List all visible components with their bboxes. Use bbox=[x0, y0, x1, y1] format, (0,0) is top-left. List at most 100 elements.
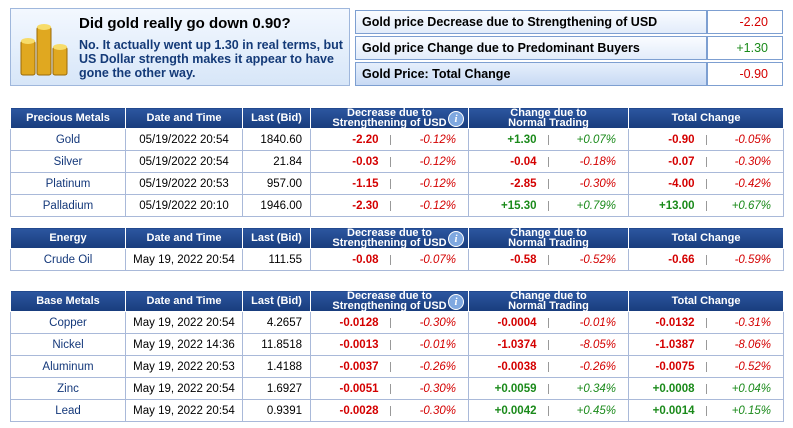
last-bid: 957.00 bbox=[242, 172, 311, 195]
summary-value: -0.90 bbox=[707, 62, 783, 86]
data-row: Nickel May 19, 2022 14:36 11.8518 -0.0013 -0… bbox=[10, 333, 785, 356]
change-value: -0.0051 bbox=[310, 377, 391, 400]
header-row: Base Metals Date and Time Last (Bid) Decrea… bbox=[10, 290, 785, 312]
header-line: Decrease due to bbox=[347, 227, 432, 239]
change-percent: +0.34% bbox=[548, 377, 629, 400]
commodity-name[interactable]: Nickel bbox=[10, 333, 126, 356]
quote-table: Base Metals Date and Time Last (Bid) Decrea… bbox=[10, 290, 785, 422]
column-header: Change due to Normal Trading bbox=[468, 227, 629, 249]
change-percent: -0.30% bbox=[390, 399, 469, 422]
summary-row: Gold Price: Total Change -0.90 bbox=[355, 62, 783, 86]
info-icon[interactable]: i bbox=[448, 111, 464, 127]
commodity-name[interactable]: Crude Oil bbox=[10, 248, 126, 271]
last-bid: 21.84 bbox=[242, 150, 311, 173]
change-percent: +0.04% bbox=[706, 377, 785, 400]
data-row: Platinum 05/19/2022 20:53 957.00 -1.15 -0.12… bbox=[10, 172, 785, 195]
change-percent: -0.26% bbox=[390, 355, 469, 378]
change-value: -1.15 bbox=[310, 172, 391, 195]
change-value: -4.00 bbox=[628, 172, 707, 195]
date-time: 05/19/2022 20:54 bbox=[125, 150, 243, 173]
data-row: Crude Oil May 19, 2022 20:54 111.55 -0.08 -0… bbox=[10, 248, 785, 271]
commodity-name[interactable]: Palladium bbox=[10, 194, 126, 217]
commodity-name[interactable]: Gold bbox=[10, 128, 126, 151]
change-value: -0.07 bbox=[628, 150, 707, 173]
change-percent: -8.05% bbox=[548, 333, 629, 356]
header-line: Decrease due to bbox=[347, 290, 432, 302]
change-percent: -0.12% bbox=[390, 172, 469, 195]
date-time: 05/19/2022 20:53 bbox=[125, 172, 243, 195]
change-value: -0.03 bbox=[310, 150, 391, 173]
change-percent: +0.07% bbox=[548, 128, 629, 151]
column-header: Date and Time bbox=[125, 107, 243, 129]
change-percent: -0.01% bbox=[390, 333, 469, 356]
column-header: Decrease due to Strengthening of USD i bbox=[310, 290, 469, 312]
commodity-name[interactable]: Platinum bbox=[10, 172, 126, 195]
column-header: Date and Time bbox=[125, 227, 243, 249]
change-value: -1.0387 bbox=[628, 333, 707, 356]
date-time: 05/19/2022 20:10 bbox=[125, 194, 243, 217]
last-bid: 0.9391 bbox=[242, 399, 311, 422]
last-bid: 1.4188 bbox=[242, 355, 311, 378]
column-header: Total Change bbox=[627, 107, 785, 129]
change-percent: +0.45% bbox=[548, 399, 629, 422]
last-bid: 11.8518 bbox=[242, 333, 311, 356]
promo-title: Did gold really go down 0.90? bbox=[79, 15, 291, 32]
data-row: Copper May 19, 2022 20:54 4.2657 -0.0128 -0.… bbox=[10, 311, 785, 334]
summary-value: -2.20 bbox=[707, 10, 783, 34]
info-icon[interactable]: i bbox=[448, 294, 464, 310]
commodity-name[interactable]: Silver bbox=[10, 150, 126, 173]
promo-text: No. It actually went up 1.30 in real ter… bbox=[79, 38, 343, 80]
change-percent: -0.05% bbox=[706, 128, 785, 151]
change-value: +13.00 bbox=[628, 194, 707, 217]
change-value: +0.0042 bbox=[468, 399, 549, 422]
commodity-name[interactable]: Copper bbox=[10, 311, 126, 334]
column-header: Total Change bbox=[627, 290, 785, 312]
summary-label: Gold price Change due to Predominant Buy… bbox=[355, 36, 707, 60]
last-bid: 1840.60 bbox=[242, 128, 311, 151]
summary-value: +1.30 bbox=[707, 36, 783, 60]
change-percent: -0.12% bbox=[390, 194, 469, 217]
column-header: Base Metals bbox=[10, 290, 126, 312]
date-time: May 19, 2022 20:54 bbox=[125, 399, 243, 422]
change-percent: -0.30% bbox=[390, 311, 469, 334]
header-line: Change due to bbox=[510, 227, 587, 239]
change-percent: -0.12% bbox=[390, 128, 469, 151]
quote-table: Energy Date and Time Last (Bid) Decrease du… bbox=[10, 227, 785, 271]
header-line: Strengthening of USD bbox=[332, 237, 447, 249]
commodity-name[interactable]: Zinc bbox=[10, 377, 126, 400]
change-value: +1.30 bbox=[468, 128, 549, 151]
change-value: +0.0008 bbox=[628, 377, 707, 400]
summary-row: Gold price Change due to Predominant Buy… bbox=[355, 36, 783, 60]
data-row: Zinc May 19, 2022 20:54 1.6927 -0.0051 -0.30… bbox=[10, 377, 785, 400]
change-percent: -0.26% bbox=[548, 355, 629, 378]
last-bid: 111.55 bbox=[242, 248, 311, 271]
commodity-name[interactable]: Lead bbox=[10, 399, 126, 422]
column-header: Decrease due to Strengthening of USD i bbox=[310, 107, 469, 129]
info-icon[interactable]: i bbox=[448, 231, 464, 247]
column-header: Change due to Normal Trading bbox=[468, 290, 629, 312]
change-value: -1.0374 bbox=[468, 333, 549, 356]
change-percent: -0.18% bbox=[548, 150, 629, 173]
header-line: Normal Trading bbox=[508, 237, 589, 249]
change-value: -0.0004 bbox=[468, 311, 549, 334]
change-value: -0.58 bbox=[468, 248, 549, 271]
change-value: -0.0013 bbox=[310, 333, 391, 356]
change-value: +0.0014 bbox=[628, 399, 707, 422]
change-percent: -0.31% bbox=[706, 311, 785, 334]
column-header: Last (Bid) bbox=[242, 290, 311, 312]
change-value: -2.85 bbox=[468, 172, 549, 195]
data-row: Lead May 19, 2022 20:54 0.9391 -0.0028 -0.30… bbox=[10, 399, 785, 422]
change-value: -0.0132 bbox=[628, 311, 707, 334]
change-value: +0.0059 bbox=[468, 377, 549, 400]
column-header: Energy bbox=[10, 227, 126, 249]
promo-box: Did gold really go down 0.90? No. It act… bbox=[10, 8, 350, 86]
date-time: May 19, 2022 20:53 bbox=[125, 355, 243, 378]
summary-label: Gold price Decrease due to Strengthening… bbox=[355, 10, 707, 34]
date-time: May 19, 2022 20:54 bbox=[125, 248, 243, 271]
change-value: -0.0037 bbox=[310, 355, 391, 378]
change-percent: +0.67% bbox=[706, 194, 785, 217]
date-time: May 19, 2022 14:36 bbox=[125, 333, 243, 356]
commodity-name[interactable]: Aluminum bbox=[10, 355, 126, 378]
